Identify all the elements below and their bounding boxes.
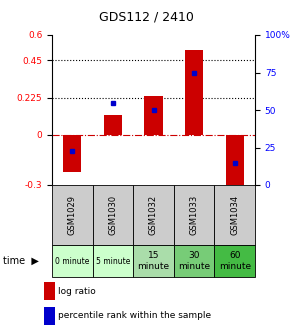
Text: 0 minute: 0 minute (55, 256, 89, 265)
Bar (133, 245, 174, 277)
Bar (144, 96, 163, 135)
Text: GSM1034: GSM1034 (230, 195, 239, 235)
Text: GSM1032: GSM1032 (149, 195, 158, 235)
Bar (52, 185, 93, 245)
Text: GSM1029: GSM1029 (68, 195, 77, 235)
Text: 5 minute: 5 minute (96, 256, 130, 265)
Bar (174, 245, 214, 277)
Bar (174, 185, 214, 245)
Text: GSM1030: GSM1030 (108, 195, 117, 235)
Bar (93, 185, 133, 245)
Bar (93, 245, 133, 277)
Bar (44, 307, 55, 325)
Text: percentile rank within the sample: percentile rank within the sample (58, 311, 211, 321)
Bar (104, 115, 122, 135)
Bar (214, 245, 255, 277)
Text: time  ▶: time ▶ (3, 256, 39, 266)
Text: 60
minute: 60 minute (219, 251, 251, 271)
Bar (44, 282, 55, 299)
Text: GSM1033: GSM1033 (190, 195, 199, 235)
Bar (214, 185, 255, 245)
Bar (63, 135, 81, 172)
Text: GDS112 / 2410: GDS112 / 2410 (99, 10, 194, 23)
Text: 15
minute: 15 minute (137, 251, 170, 271)
Bar (133, 185, 174, 245)
Text: log ratio: log ratio (58, 287, 96, 295)
Bar (52, 245, 93, 277)
Text: 30
minute: 30 minute (178, 251, 210, 271)
Bar (185, 50, 203, 135)
Bar (226, 135, 244, 194)
